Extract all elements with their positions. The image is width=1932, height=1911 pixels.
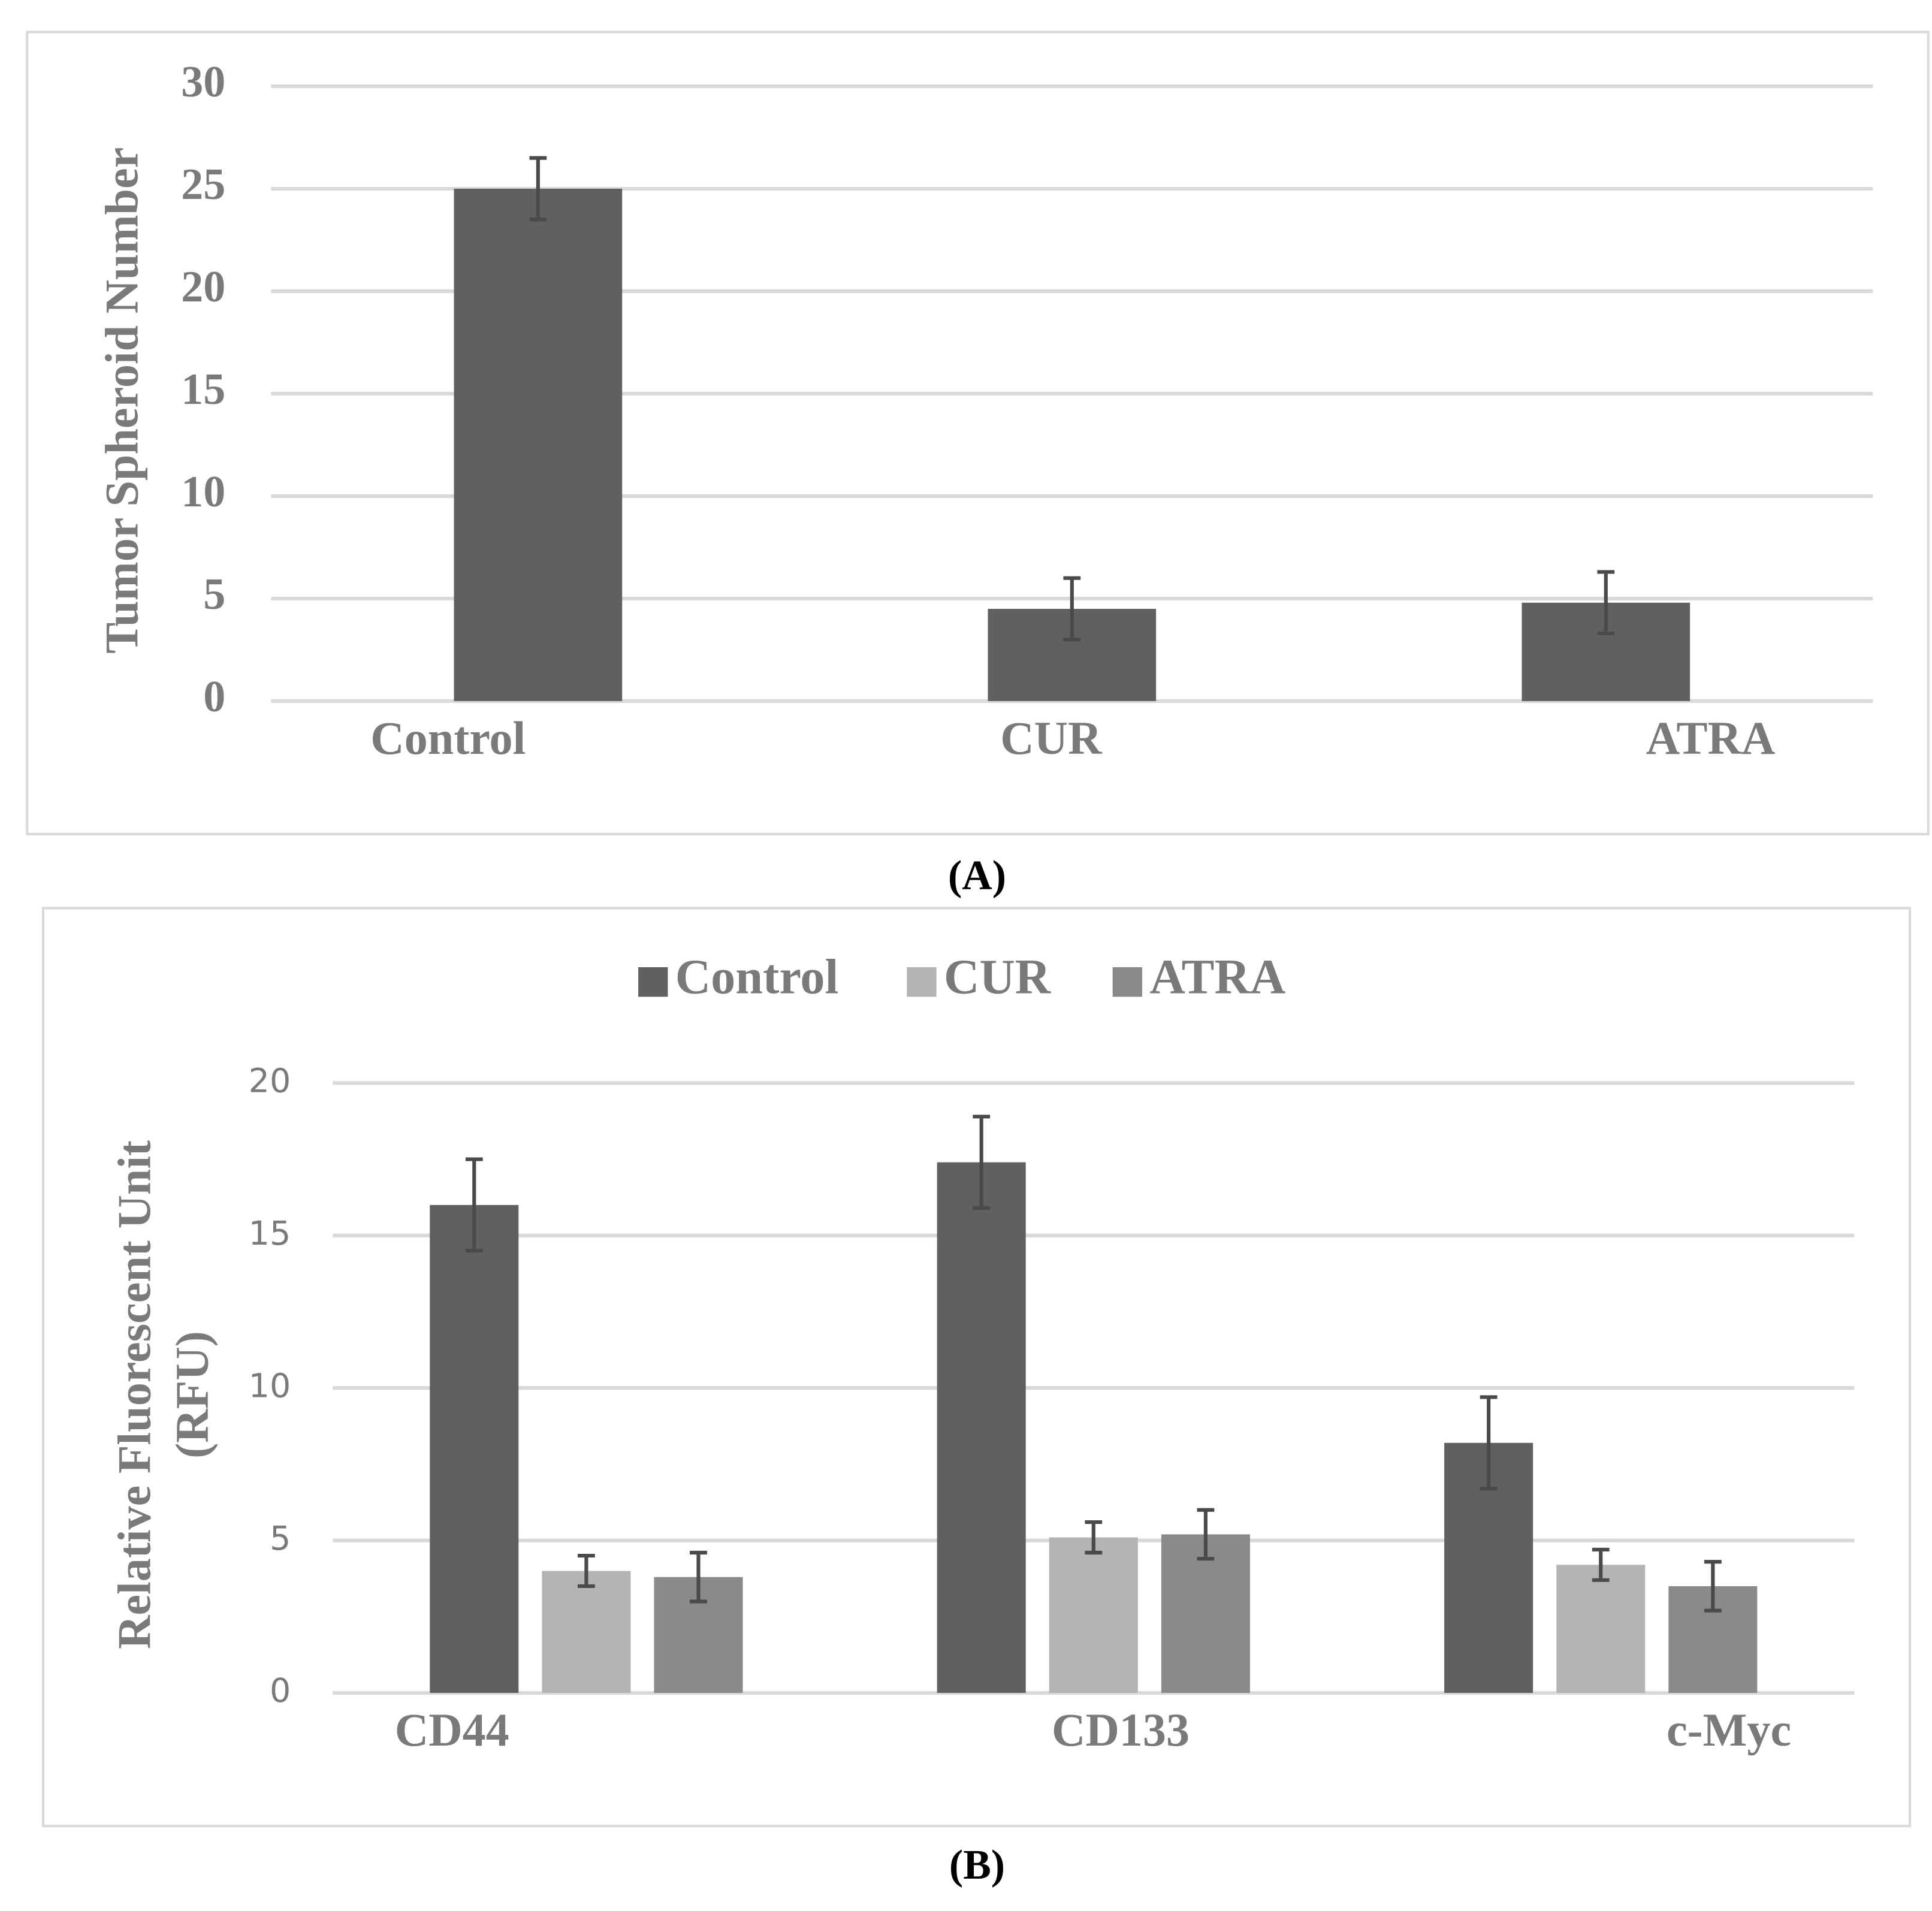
y-tick-label: 25 [181,160,225,209]
y-axis-label: (RFU) [166,1331,218,1459]
bar [937,1162,1026,1693]
bar [542,1571,631,1693]
y-tick-label: 30 [181,58,225,107]
x-tick-label: CD133 [1052,1704,1190,1756]
legend-swatch [1112,967,1143,997]
error-bar [1063,576,1081,642]
x-tick-label: CUR [1000,712,1103,764]
legend-swatch [638,967,668,997]
y-axis-label: Relative Fluorescent Unit [108,1140,160,1649]
bar [1556,1565,1646,1693]
error-bar [1085,1520,1103,1555]
y-tick-label: 5 [270,1519,291,1558]
error-bar [577,1553,595,1589]
error-bar [1704,1560,1722,1613]
y-tick-label: 10 [181,467,225,517]
legend-label: ATRA [1149,950,1285,1004]
error-bar [529,156,547,222]
panel-frame [26,31,1930,836]
error-bar [1592,1547,1610,1582]
y-tick-label: 10 [249,1366,291,1405]
panel-caption: (B) [949,1842,1005,1888]
error-bar [1480,1395,1498,1491]
error-bar [1197,1508,1215,1561]
x-tick-label: CD44 [395,1704,509,1756]
y-tick-label: 0 [270,1671,291,1710]
bar [454,188,623,701]
bar [1161,1534,1250,1693]
bar [430,1204,519,1693]
panel-frame [41,907,1912,1828]
y-tick-label: 15 [181,365,225,414]
error-bar [690,1550,707,1604]
error-bar [465,1157,483,1253]
y-tick-label: 15 [249,1214,291,1253]
y-axis-label: Tumor Spheroid Number [96,147,148,654]
y-tick-label: 5 [203,570,225,619]
panel-caption: (A) [948,853,1006,899]
y-tick-label: 20 [249,1061,291,1100]
legend-swatch [907,967,937,997]
legend-label: Control [675,950,839,1004]
y-tick-label: 0 [203,672,225,721]
legend-label: CUR [944,950,1052,1004]
y-tick-label: 20 [181,262,225,312]
error-bar [1597,570,1615,636]
error-bar [973,1115,991,1210]
x-tick-label: ATRA [1646,712,1776,764]
x-tick-label: Control [370,712,526,764]
x-tick-label: c-Myc [1667,1704,1791,1756]
bar [1049,1537,1138,1693]
